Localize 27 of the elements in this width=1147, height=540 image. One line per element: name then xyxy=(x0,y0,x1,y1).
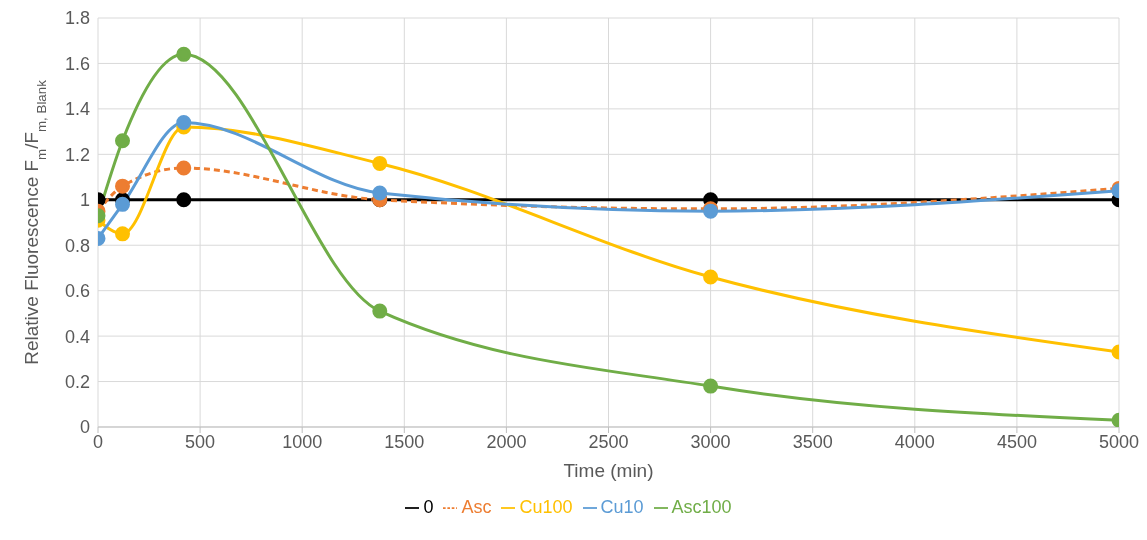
x-tick-label: 0 xyxy=(92,431,104,452)
legend-label: Asc100 xyxy=(671,497,732,517)
x-tick-label: 2500 xyxy=(588,431,629,452)
x-tick-label: 1000 xyxy=(282,431,323,452)
x-tick-label: 500 xyxy=(185,431,216,452)
x-tick-label: 1500 xyxy=(384,431,425,452)
x-tick-label: 5000 xyxy=(1098,431,1140,452)
legend-label: Cu100 xyxy=(519,497,573,517)
y-tick-label: 0.6 xyxy=(64,281,90,302)
legend-label: Asc xyxy=(461,497,492,517)
x-tick-label: 3500 xyxy=(792,431,833,452)
legend-label: 0 xyxy=(423,497,434,517)
y-tick-label: 0.4 xyxy=(64,326,90,347)
y-tick-label: 0 xyxy=(79,417,90,438)
x-tick-label: 4000 xyxy=(894,431,935,452)
x-tick-label: 2000 xyxy=(486,431,527,452)
x-tick-label: 3000 xyxy=(690,431,731,452)
x-axis-title: Time (min) xyxy=(563,460,654,481)
y-tick-label: 1.6 xyxy=(64,53,90,74)
legend-label: Cu10 xyxy=(600,497,644,517)
y-tick-label: 1.8 xyxy=(64,8,90,29)
y-tick-label: 1.2 xyxy=(64,144,90,165)
x-tick-label: 4500 xyxy=(996,431,1037,452)
y-tick-label: 0.8 xyxy=(64,235,90,256)
y-tick-label: 0.2 xyxy=(64,371,90,392)
y-tick-label: 1 xyxy=(79,190,90,211)
y-tick-label: 1.4 xyxy=(64,99,90,120)
